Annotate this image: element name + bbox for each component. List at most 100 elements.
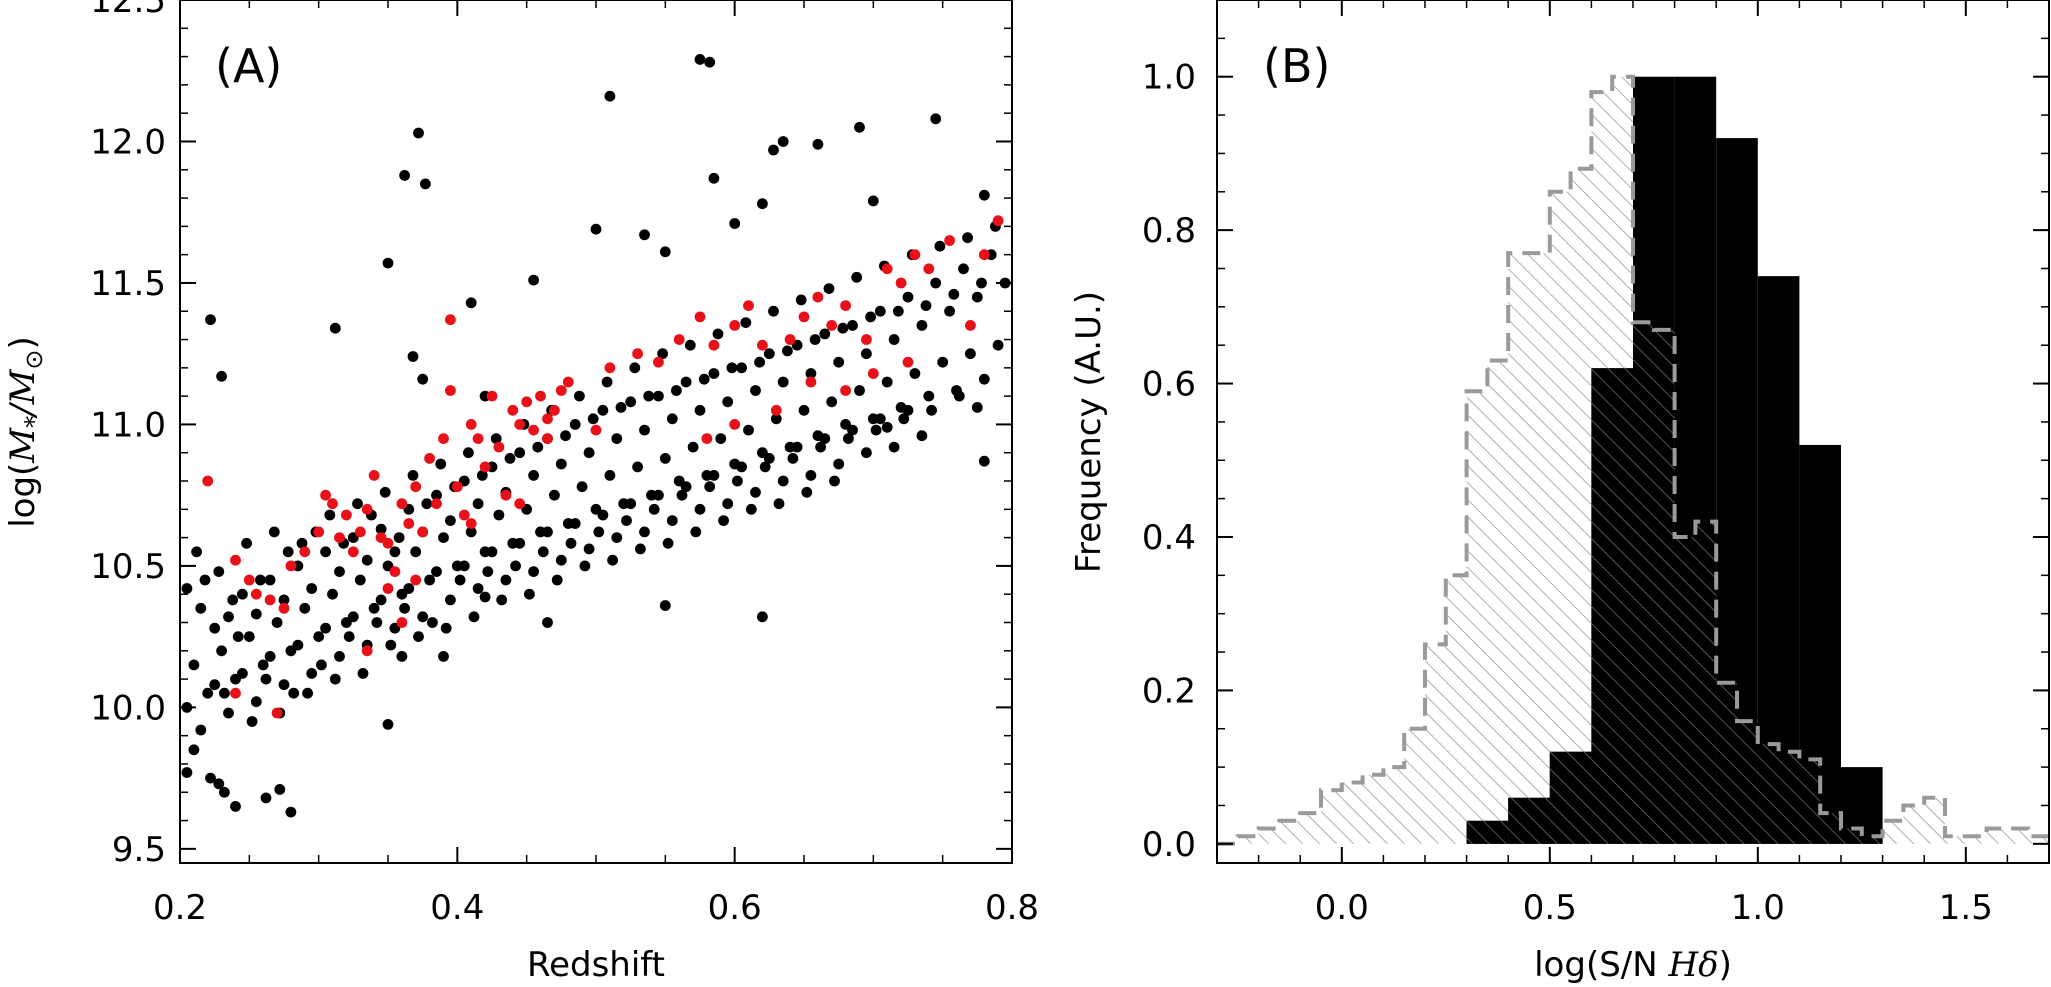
- galaxy-point-black: [472, 583, 484, 594]
- galaxy-point-black: [237, 668, 248, 679]
- overlap-bar: [1778, 751, 1800, 844]
- x-tick-label: 1.5: [1939, 888, 1993, 928]
- galaxy-point-black: [625, 396, 637, 408]
- galaxy-point-red: [729, 419, 741, 430]
- galaxy-point-black: [209, 679, 221, 691]
- galaxy-point-black: [216, 645, 228, 657]
- galaxy-point-black: [583, 543, 595, 555]
- galaxy-point-black: [292, 639, 304, 651]
- galaxy-point-black: [486, 546, 498, 558]
- galaxy-point-red: [472, 433, 484, 444]
- galaxy-point-red: [798, 311, 810, 323]
- galaxy-point-black: [382, 719, 394, 730]
- galaxy-point-black: [798, 404, 810, 416]
- galaxy-point-black: [916, 430, 928, 442]
- y-tick-label: 9.5: [112, 830, 166, 870]
- overlap-bar: [1508, 797, 1529, 844]
- galaxy-point-black: [829, 475, 840, 487]
- galaxy-point-black: [715, 433, 727, 444]
- hatched-bar: [1383, 767, 1405, 844]
- hatched-bar: [1445, 575, 1467, 844]
- galaxy-point-red: [784, 334, 796, 345]
- galaxy-point-red: [458, 509, 470, 521]
- galaxy-point-black: [537, 546, 549, 558]
- galaxy-point-black: [833, 458, 845, 470]
- galaxy-point-black: [587, 413, 599, 425]
- overlap-bar: [1633, 322, 1654, 844]
- galaxy-point-black: [191, 546, 203, 558]
- galaxy-point-red: [243, 574, 255, 586]
- galaxy-point-red: [757, 339, 768, 351]
- galaxy-point-black: [514, 537, 526, 549]
- galaxy-point-red: [528, 424, 539, 436]
- galaxy-point-black: [978, 373, 990, 385]
- galaxy-point-black: [278, 679, 290, 691]
- galaxy-point-black: [241, 537, 253, 549]
- galaxy-point-red: [590, 424, 602, 436]
- galaxy-point-red: [521, 396, 533, 408]
- panel-b-y-title: Frequency (A.U.): [1069, 291, 1109, 573]
- galaxy-point-black: [782, 345, 793, 357]
- galaxy-point-black: [948, 288, 960, 300]
- galaxy-point-black: [463, 447, 474, 459]
- galaxy-point-black: [888, 441, 900, 453]
- y-tick-label: 11.5: [90, 264, 166, 304]
- galaxy-point-black: [213, 566, 225, 577]
- galaxy-point-red: [382, 583, 394, 594]
- galaxy-point-black: [285, 806, 297, 818]
- galaxy-point-red: [867, 368, 879, 379]
- x-tick-label: 0.6: [708, 888, 762, 928]
- galaxy-point-black: [930, 113, 942, 125]
- galaxy-point-black: [597, 509, 609, 521]
- galaxy-point-black: [496, 594, 508, 606]
- galaxy-point-red: [604, 362, 616, 374]
- galaxy-point-red: [299, 546, 311, 558]
- galaxy-point-black: [757, 198, 768, 210]
- galaxy-point-black: [812, 138, 824, 150]
- galaxy-point-black: [694, 404, 706, 416]
- galaxy-point-black: [195, 724, 207, 736]
- galaxy-point-black: [542, 617, 553, 628]
- galaxy-point-red: [250, 588, 262, 600]
- overlap-bar: [1653, 329, 1675, 844]
- galaxy-point-black: [296, 537, 308, 549]
- galaxy-point-black: [768, 305, 779, 317]
- galaxy-point-black: [865, 311, 876, 323]
- galaxy-point-black: [888, 334, 900, 345]
- galaxy-point-black: [250, 608, 262, 620]
- galaxy-point-black: [653, 390, 664, 402]
- galaxy-point-black: [698, 373, 710, 385]
- galaxy-point-black: [407, 351, 419, 362]
- galaxy-point-black: [604, 90, 616, 102]
- galaxy-point-black: [334, 566, 345, 577]
- y-tick-label: 0.4: [1142, 518, 1196, 558]
- galaxy-point-black: [874, 413, 886, 425]
- hatched-bar: [1508, 253, 1529, 844]
- galaxy-point-black: [202, 687, 214, 699]
- overlap-bar: [1716, 682, 1737, 844]
- galaxy-point-black: [188, 659, 200, 671]
- galaxy-point-black: [902, 291, 914, 303]
- galaxy-point-black: [777, 376, 789, 388]
- galaxy-point-black: [611, 532, 623, 543]
- galaxy-point-red: [271, 707, 283, 719]
- galaxy-point-red: [486, 390, 498, 402]
- y-tick-label: 10.5: [90, 547, 166, 587]
- galaxy-point-red: [368, 470, 380, 481]
- galaxy-point-black: [549, 489, 560, 501]
- galaxy-point-black: [801, 486, 813, 498]
- galaxy-point-red: [632, 348, 643, 360]
- overlap-bar: [1570, 751, 1592, 844]
- galaxy-point-black: [770, 413, 782, 425]
- galaxy-point-red: [514, 419, 526, 430]
- galaxy-point-black: [347, 611, 359, 623]
- galaxy-point-black: [704, 56, 716, 68]
- galaxy-point-black: [454, 574, 466, 586]
- galaxy-point-black: [216, 370, 228, 382]
- galaxy-point-black: [826, 396, 838, 408]
- hatched-bar: [1570, 168, 1592, 844]
- galaxy-point-black: [805, 368, 817, 379]
- galaxy-point-black: [368, 602, 380, 614]
- galaxy-point-black: [385, 639, 397, 651]
- galaxy-point-black: [324, 509, 336, 521]
